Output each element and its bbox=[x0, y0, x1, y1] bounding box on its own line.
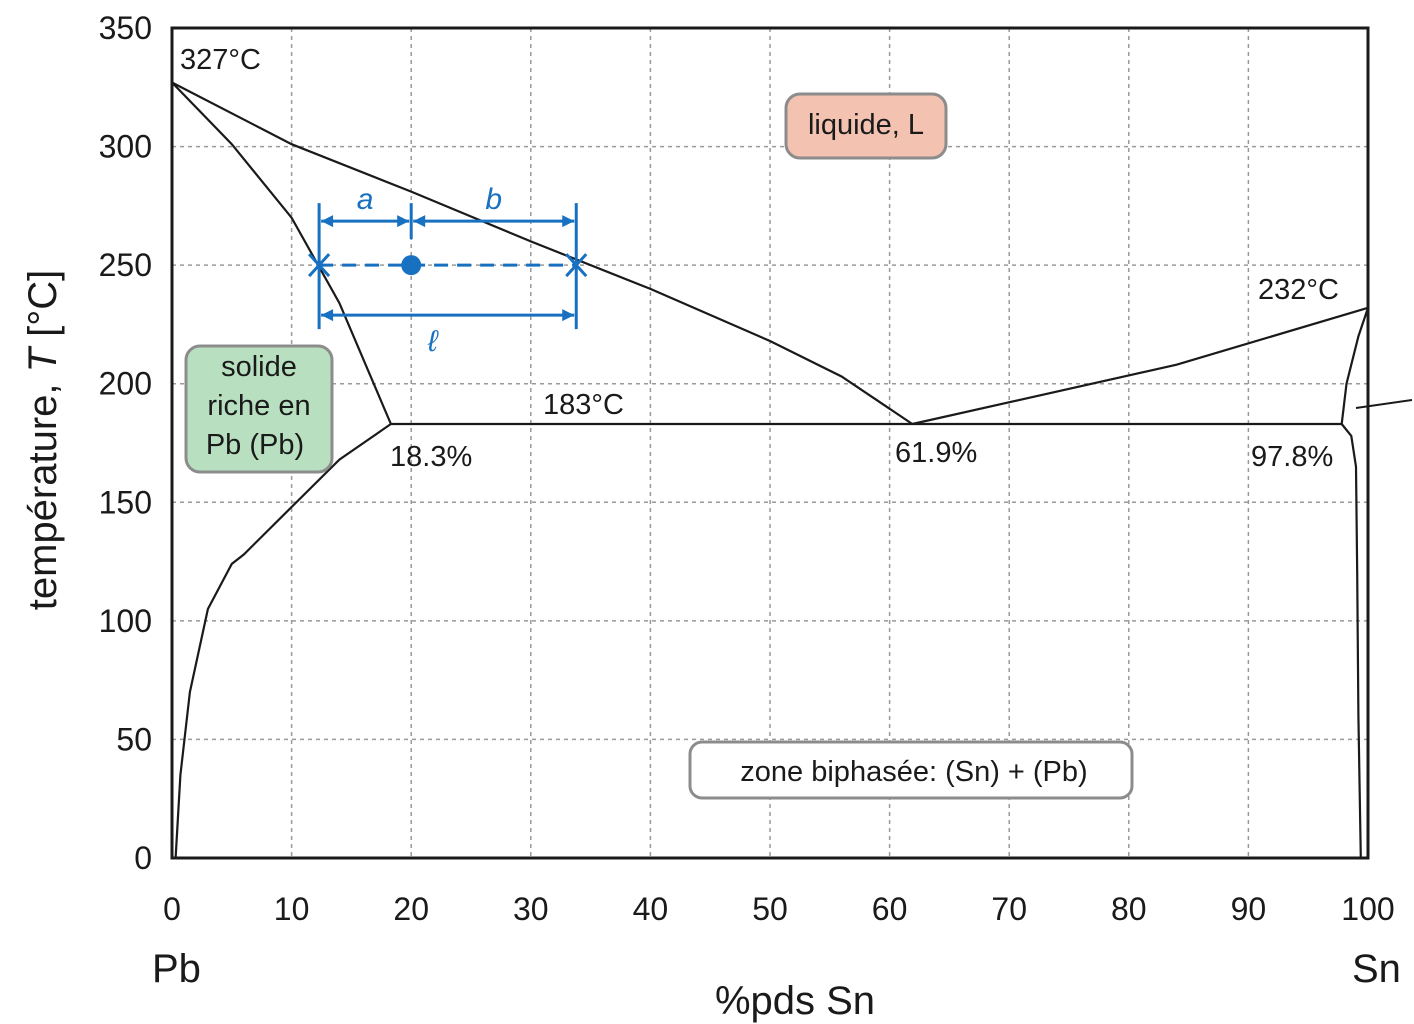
boundary-solidus-left bbox=[171, 81, 392, 425]
y-axis-title-var: T bbox=[21, 345, 65, 372]
x-end-label-sn: Sn bbox=[1352, 947, 1401, 991]
x-tick-label-20: 20 bbox=[393, 891, 429, 927]
pct-eutectic-label: 61.9% bbox=[895, 437, 977, 469]
x-tick-label-100: 100 bbox=[1341, 891, 1394, 927]
x-axis-title: %pds Sn bbox=[715, 979, 875, 1023]
boundary-liquidus-right bbox=[912, 306, 1369, 426]
y-axis-title-unit: [°C] bbox=[21, 270, 65, 348]
two-phase-region-label: zone biphasée: (Sn) + (Pb) bbox=[740, 756, 1087, 788]
solid-pb-line-3: Pb (Pb) bbox=[206, 429, 304, 461]
eutectic-temp-label: 183°C bbox=[543, 389, 624, 421]
y-tick-label-0: 0 bbox=[134, 840, 152, 876]
melt-sn-label: 232°C bbox=[1258, 274, 1339, 306]
solid-pb-region-box bbox=[184, 344, 334, 474]
x-tick-labels: 0 10 20 30 40 50 60 70 80 90 100 bbox=[163, 891, 1395, 927]
boundary-solvus-right bbox=[1340, 423, 1362, 859]
liquid-region-label: liquide, L bbox=[808, 109, 924, 141]
y-tick-labels: 0 50 100 150 200 250 300 350 bbox=[99, 10, 152, 876]
dim-l-arrow-left bbox=[321, 309, 334, 322]
x-end-label-pb: Pb bbox=[152, 947, 201, 991]
dim-a-arrow-left bbox=[321, 215, 334, 228]
x-tick-label-50: 50 bbox=[752, 891, 788, 927]
liquid-region-box bbox=[784, 92, 948, 160]
alloy-point bbox=[401, 255, 422, 276]
y-axis-title-main: température, bbox=[21, 372, 65, 610]
y-tick-label-350: 350 bbox=[99, 10, 152, 46]
boundary-solvus-left bbox=[174, 423, 392, 859]
x-tick-label-10: 10 bbox=[274, 891, 310, 927]
y-tick-label-150: 150 bbox=[99, 484, 152, 520]
pct-right-label: 97.8% bbox=[1251, 441, 1333, 473]
melt-pb-label: 327°C bbox=[180, 44, 261, 76]
pct-left-label: 18.3% bbox=[390, 441, 472, 473]
lever-label-l: ℓ bbox=[427, 325, 439, 358]
boundary-solidus-right bbox=[1340, 307, 1370, 425]
y-tick-label-50: 50 bbox=[116, 721, 152, 757]
lever-label-b: b bbox=[485, 183, 502, 216]
x-tick-label-70: 70 bbox=[991, 891, 1027, 927]
plot-frame bbox=[170, 26, 1370, 860]
two-phase-region-box bbox=[688, 740, 1134, 800]
x-tick-label-30: 30 bbox=[513, 891, 549, 927]
y-axis-title: température, T [°C] bbox=[21, 270, 65, 611]
solid-pb-line-1: solide bbox=[221, 351, 297, 383]
solid-sn-pointer bbox=[1355, 399, 1413, 409]
y-tick-label-100: 100 bbox=[99, 603, 152, 639]
x-tick-label-40: 40 bbox=[633, 891, 669, 927]
y-tick-label-200: 200 bbox=[99, 366, 152, 402]
lever-label-a: a bbox=[357, 183, 374, 216]
x-tick-label-0: 0 bbox=[163, 891, 181, 927]
dim-a-arrow-right bbox=[397, 215, 410, 228]
grid bbox=[172, 28, 1368, 858]
x-tick-label-80: 80 bbox=[1111, 891, 1147, 927]
phase-boundaries bbox=[171, 81, 1370, 859]
lever-rule: a b ℓ bbox=[307, 183, 588, 358]
y-tick-label-250: 250 bbox=[99, 247, 152, 283]
cross-solid bbox=[307, 253, 331, 278]
x-tick-label-90: 90 bbox=[1231, 891, 1267, 927]
boundary-liquidus-left bbox=[171, 81, 913, 425]
cross-liquid bbox=[565, 253, 588, 278]
y-tick-label-300: 300 bbox=[99, 129, 152, 165]
dim-b-arrow-right bbox=[562, 215, 575, 228]
dim-b-arrow-left bbox=[413, 215, 426, 228]
dim-l-arrow-right bbox=[562, 309, 575, 322]
solid-pb-line-2: riche en bbox=[207, 390, 310, 422]
x-tick-label-60: 60 bbox=[872, 891, 908, 927]
